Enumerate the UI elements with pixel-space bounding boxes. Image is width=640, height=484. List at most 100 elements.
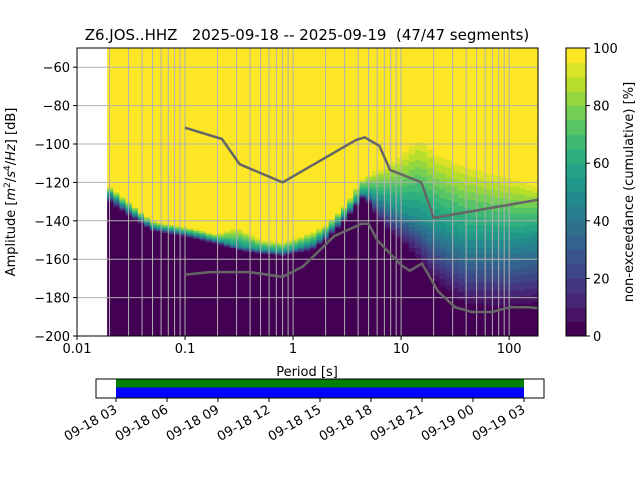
heatmap-cell bbox=[353, 199, 361, 203]
heatmap-cell bbox=[261, 249, 268, 253]
heatmap-cell bbox=[464, 199, 471, 208]
heatmap-cell bbox=[267, 247, 274, 251]
heatmap-cell bbox=[328, 220, 336, 224]
heatmap-cell bbox=[353, 203, 361, 206]
y-axis: −60 −80 −100 −120 −140 −160 −180 −200 bbox=[34, 61, 77, 345]
heatmap-cell bbox=[513, 193, 521, 201]
heatmap-cell bbox=[470, 224, 478, 233]
heatmap-cell bbox=[119, 199, 127, 203]
heatmap-cell bbox=[390, 209, 398, 214]
heatmap-cell bbox=[470, 209, 478, 218]
heatmap-cell bbox=[476, 224, 484, 233]
heatmap-cell bbox=[156, 226, 164, 229]
heatmap-cell bbox=[470, 289, 478, 297]
heatmap-cell bbox=[482, 240, 490, 249]
heatmap-cell bbox=[513, 226, 521, 233]
colorbar-level bbox=[566, 62, 586, 78]
heatmap-cell bbox=[224, 245, 231, 249]
heatmap-cell bbox=[507, 289, 514, 299]
heatmap-cell bbox=[254, 245, 262, 249]
heatmap-cell bbox=[242, 240, 250, 243]
heatmap-cell bbox=[359, 182, 367, 185]
heatmap-cell bbox=[242, 251, 250, 336]
heatmap-cell bbox=[297, 249, 305, 253]
heatmap-cell bbox=[267, 241, 274, 245]
heatmap-cell bbox=[193, 232, 201, 235]
heatmap-cell bbox=[390, 192, 398, 197]
heatmap-cell bbox=[531, 192, 538, 197]
heatmap-cell bbox=[390, 215, 398, 220]
heatmap-cell bbox=[297, 241, 305, 245]
heatmap-cell bbox=[193, 238, 201, 336]
heatmap-cell bbox=[242, 241, 250, 245]
heatmap-cell bbox=[519, 193, 527, 203]
heatmap-cell bbox=[242, 238, 250, 241]
heatmap-cell bbox=[193, 230, 201, 233]
y-tick-label: −160 bbox=[34, 253, 70, 268]
heatmap-cell bbox=[439, 180, 447, 189]
colorbar-level bbox=[566, 91, 586, 106]
heatmap-cell bbox=[304, 240, 311, 243]
heatmap-cell bbox=[476, 276, 484, 283]
heatmap-cell bbox=[377, 178, 385, 183]
heatmap-cell bbox=[384, 216, 391, 222]
heatmap-cell bbox=[396, 222, 404, 228]
heatmap-cell bbox=[230, 245, 237, 249]
heatmap-cell bbox=[421, 249, 428, 256]
heatmap-cell bbox=[359, 190, 367, 193]
heatmap-cell bbox=[390, 165, 398, 172]
heatmap-cell bbox=[371, 193, 379, 199]
heatmap-cell bbox=[464, 232, 471, 241]
heatmap-cell bbox=[445, 289, 453, 336]
heatmap-cell bbox=[371, 209, 379, 212]
heatmap-cell bbox=[408, 145, 416, 155]
timeline-tick-label: 09-18 12 bbox=[215, 402, 273, 444]
heatmap-cell bbox=[347, 213, 354, 336]
heatmap-cell bbox=[150, 224, 157, 228]
heatmap-cell bbox=[285, 247, 293, 251]
heatmap-cell bbox=[248, 247, 256, 251]
heatmap-cell bbox=[402, 216, 410, 220]
heatmap-cell bbox=[531, 288, 538, 295]
heatmap-cell bbox=[310, 241, 318, 245]
heatmap-cell bbox=[464, 174, 471, 185]
heatmap-cell bbox=[168, 234, 176, 336]
colorbar-level bbox=[566, 163, 586, 178]
heatmap-cell bbox=[131, 216, 139, 220]
heatmap-cell bbox=[113, 203, 121, 206]
colorbar-label: non-exceedance (cumulative) [%] bbox=[622, 82, 637, 302]
heatmap-cell bbox=[451, 282, 459, 289]
heatmap-cell bbox=[359, 178, 367, 181]
heatmap-cell bbox=[390, 161, 398, 166]
heatmap-cell bbox=[414, 224, 422, 231]
heatmap-cell bbox=[347, 203, 354, 206]
heatmap-cell bbox=[156, 222, 164, 226]
heatmap-cell bbox=[217, 241, 225, 245]
heatmap-cell bbox=[457, 264, 465, 274]
heatmap-cell bbox=[347, 197, 354, 201]
heatmap-cell bbox=[414, 199, 422, 208]
heatmap-cell bbox=[507, 268, 514, 277]
heatmap-cell bbox=[193, 48, 201, 229]
heatmap-cell bbox=[371, 174, 379, 178]
psd-heatmap bbox=[107, 48, 538, 336]
heatmap-cell bbox=[414, 182, 422, 193]
heatmap-cell bbox=[470, 240, 478, 249]
heatmap-cell bbox=[476, 247, 484, 254]
heatmap-cell bbox=[427, 245, 434, 253]
heatmap-cell bbox=[131, 218, 139, 336]
heatmap-cell bbox=[211, 241, 219, 245]
heatmap-cell bbox=[156, 230, 164, 233]
heatmap-cell bbox=[119, 207, 127, 210]
colorbar-level bbox=[566, 220, 586, 236]
heatmap-cell bbox=[445, 48, 453, 160]
timeline-tick-label: 09-18 21 bbox=[368, 402, 426, 444]
heatmap-cell bbox=[427, 167, 434, 176]
heatmap-cell bbox=[457, 213, 465, 222]
heatmap-cell bbox=[384, 205, 391, 210]
heatmap-cell bbox=[451, 193, 459, 203]
heatmap-cell bbox=[482, 297, 490, 304]
heatmap-cell bbox=[187, 230, 194, 233]
heatmap-cell bbox=[402, 213, 410, 218]
heatmap-cell bbox=[414, 243, 422, 249]
